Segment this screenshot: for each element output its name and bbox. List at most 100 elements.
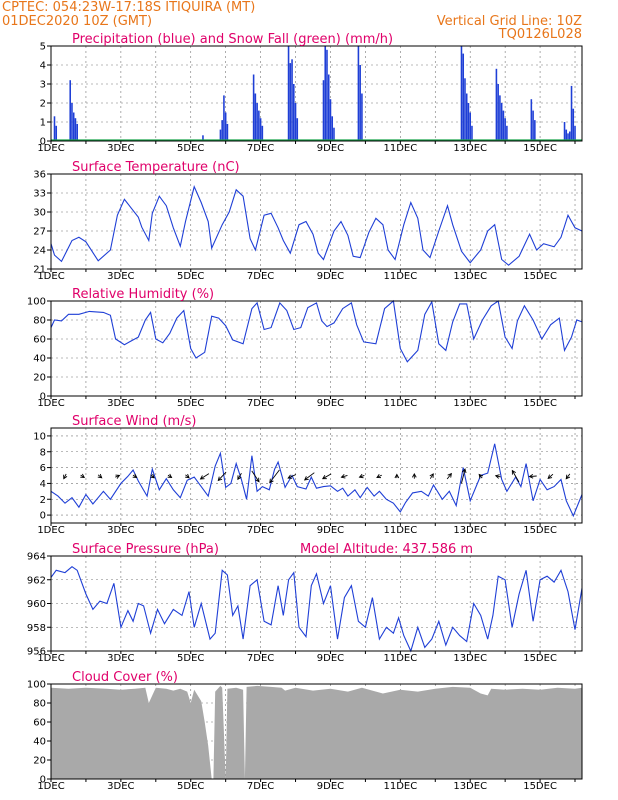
y-tick-label: 4: [40, 479, 46, 490]
wind-arrow-shaft: [237, 473, 242, 480]
wind-arrow-head: [199, 475, 205, 480]
precip-bar: [331, 116, 334, 141]
precip-bar: [55, 125, 58, 141]
wind-arrow-shaft: [322, 473, 332, 480]
x-tick-label: 15DEC: [523, 653, 557, 664]
x-tick-label: 15DEC: [523, 781, 557, 792]
panel-frame: [50, 427, 583, 524]
wind-arrow: [199, 473, 210, 480]
y-tick-label: 80: [33, 316, 46, 327]
precip-bar: [563, 122, 566, 141]
y-tick-label: 2: [40, 495, 46, 506]
wind-arrow-head: [547, 474, 553, 480]
wind-line: [50, 443, 583, 518]
wind-arrow-head: [255, 477, 260, 483]
precip-bar: [357, 46, 360, 141]
panel-title: Surface Pressure (hPa): [72, 542, 219, 557]
wind-arrow-shaft: [529, 475, 537, 478]
wind-arrow-head: [63, 474, 68, 480]
y-tick-label: 8: [40, 447, 46, 458]
y-tick-label: 1: [40, 118, 46, 129]
y-tick-label: 3: [40, 80, 46, 91]
y-tick-label: 0: [40, 137, 46, 148]
x-tick-label: 7DEC: [247, 271, 274, 282]
x-tick-label: 5DEC: [177, 143, 204, 154]
x-tick-label: 9DEC: [317, 525, 344, 536]
wind-arrow-head: [217, 476, 223, 482]
y-tick-label: 20: [33, 373, 46, 384]
wind-arrow: [358, 473, 365, 479]
wind-arrow: [287, 474, 297, 479]
y-tick-label: 27: [33, 227, 46, 238]
panel-title: Relative Humidity (%): [72, 287, 214, 302]
wind-arrow: [394, 473, 400, 479]
x-tick-label: 7DEC: [247, 653, 274, 664]
precip-bar: [471, 125, 473, 141]
x-tick-label: 3DEC: [107, 781, 134, 792]
precip-bar: [497, 84, 499, 141]
x-tick-label: 1DEC: [37, 398, 64, 409]
precip-bar: [254, 93, 257, 141]
y-tick-label: 0: [40, 392, 46, 403]
precip-bar: [219, 129, 222, 141]
panel-title: Precipitation (blue) and Snow Fall (gree…: [72, 32, 393, 47]
wind-arrow-head: [478, 473, 484, 479]
rh-line: [50, 299, 583, 363]
x-tick-label: 15DEC: [523, 525, 557, 536]
pres-line: [50, 566, 583, 653]
wind-arrow-shaft: [269, 469, 280, 483]
precip-bar: [72, 112, 75, 141]
precip-bar: [259, 118, 262, 141]
panel-title: Surface Wind (m/s): [72, 414, 196, 429]
y-tick-label: 30: [33, 208, 46, 219]
wind-arrow: [412, 472, 417, 479]
precip-bar: [76, 123, 78, 141]
wind-arrow-head: [494, 474, 500, 479]
wind-arrow-head: [185, 473, 190, 479]
x-tick-label: 11DEC: [383, 271, 417, 282]
precip-bar: [567, 133, 569, 141]
precip-bar: [327, 74, 330, 141]
wind-arrow-shaft: [547, 473, 554, 479]
precip-bar: [565, 129, 568, 141]
wind-arrow: [217, 471, 227, 482]
wind-arrow-head: [358, 473, 364, 479]
x-tick-label: 7DEC: [247, 525, 274, 536]
x-tick-label: 15DEC: [523, 143, 557, 154]
x-tick-label: 3DEC: [107, 271, 134, 282]
y-tick-label: 36: [33, 170, 46, 181]
y-tick-label: 964: [27, 552, 46, 563]
wind-arrow-head: [447, 472, 452, 478]
wind-arrow-shaft: [565, 473, 571, 479]
wind-arrow-head: [376, 473, 381, 479]
x-tick-label: 11DEC: [383, 398, 417, 409]
precip-bar: [71, 103, 73, 141]
panel-frame: [50, 45, 583, 142]
panel-cloud: 0 20 40 60 80 100 1DEC 3DEC 5DEC 7DEC 9DEC 11DEC 13D…: [27, 670, 583, 792]
precip-bar: [467, 103, 470, 141]
panel-wind: 0 2 4 6 8 10 1DEC 3DEC 5DEC 7DEC 9DEC 11DEC 13DEC 15D…: [33, 414, 583, 536]
precip-bar: [74, 118, 77, 141]
panel-frame: [50, 300, 583, 397]
y-tick-label: 962: [27, 575, 46, 586]
precip-bar: [574, 125, 576, 141]
wind-arrow-shaft: [287, 474, 297, 479]
y-tick-label: 60: [33, 718, 46, 729]
wind-arrow-head: [303, 476, 309, 481]
y-tick-label: 60: [33, 335, 46, 346]
y-tick-label: 33: [33, 189, 46, 200]
x-tick-label: 5DEC: [177, 398, 204, 409]
wind-arrow-head: [429, 473, 434, 478]
precip-bar: [252, 74, 255, 141]
wind-arrow-head: [321, 475, 327, 480]
x-tick-label: 13DEC: [453, 271, 487, 282]
wind-arrow: [150, 473, 155, 479]
precip-bar: [570, 85, 573, 141]
precip-bar: [324, 46, 327, 141]
precip-bar: [287, 46, 290, 141]
x-tick-label: 7DEC: [247, 398, 274, 409]
precip-bar: [506, 125, 508, 141]
wind-arrow: [132, 473, 138, 479]
x-tick-label: 11DEC: [383, 781, 417, 792]
wind-arrow: [237, 473, 242, 481]
